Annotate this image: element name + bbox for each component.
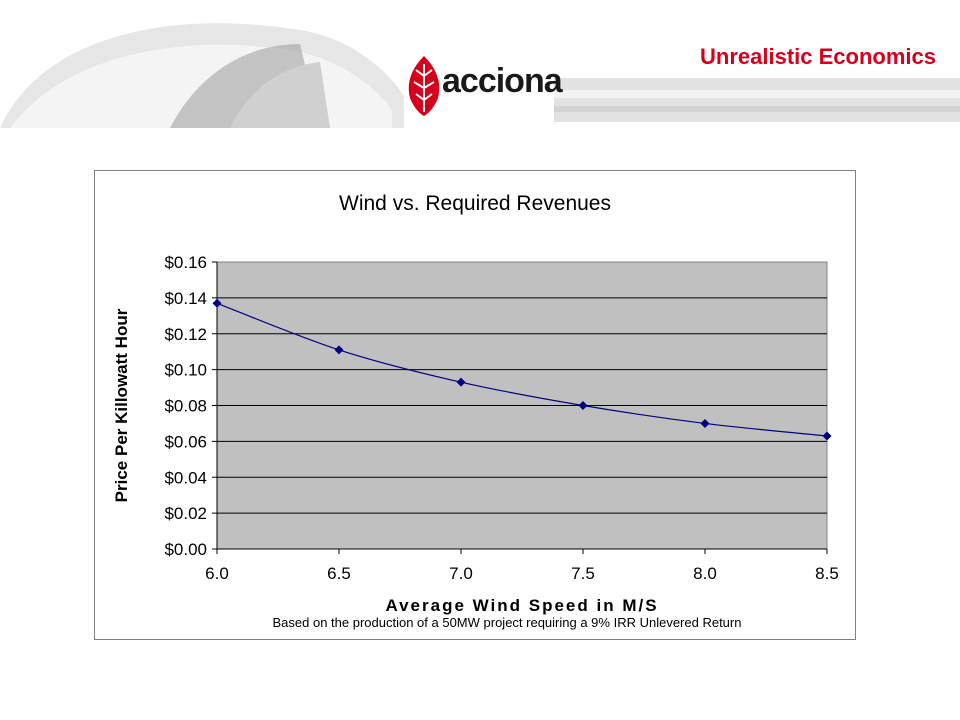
y-tick-label: $0.08 xyxy=(164,397,207,416)
y-tick-label: $0.06 xyxy=(164,432,207,451)
x-tick-label: 6.0 xyxy=(205,564,229,583)
x-axis-label: Average Wind Speed in M/S xyxy=(385,596,658,615)
header-band-stripe xyxy=(554,90,960,98)
company-logo: acciona xyxy=(404,48,563,120)
header-band-stripe-2 xyxy=(554,106,960,112)
header-decoration xyxy=(0,23,960,128)
x-tick-label: 7.5 xyxy=(571,564,595,583)
data-point xyxy=(334,345,344,355)
logo-text: acciona xyxy=(442,62,563,100)
chart: Wind vs. Required Revenues $0.00 $0.02 $0.0… xyxy=(112,192,839,630)
header-arc-light xyxy=(230,62,330,128)
leaf-icon xyxy=(408,56,440,116)
data-point xyxy=(822,431,832,441)
y-tick-label: $0.12 xyxy=(164,325,207,344)
header-band-right xyxy=(554,78,960,122)
data-point xyxy=(700,418,710,428)
chart-title: Wind vs. Required Revenues xyxy=(339,192,611,215)
chart-note: Based on the production of a 50MW projec… xyxy=(273,615,742,630)
x-tick-label: 7.0 xyxy=(449,564,473,583)
y-tick-label: $0.10 xyxy=(164,361,207,380)
y-tick-label: $0.14 xyxy=(164,289,207,308)
y-tick-label: $0.00 xyxy=(164,540,207,559)
chart-frame: Wind vs. Required Revenues $0.00 $0.02 $0.0… xyxy=(94,170,856,640)
slide-title: Unrealistic Economics xyxy=(700,44,936,69)
y-tick-label: $0.16 xyxy=(164,253,207,272)
y-tick-label: $0.04 xyxy=(164,468,207,487)
data-point xyxy=(456,377,466,387)
x-tick-label: 6.5 xyxy=(327,564,351,583)
x-tick-label: 8.0 xyxy=(693,564,717,583)
y-axis-label: Price Per Killowatt Hour xyxy=(112,308,131,502)
data-point xyxy=(578,401,588,410)
y-tick-label: $0.02 xyxy=(164,504,207,523)
data-point xyxy=(212,298,222,308)
x-tick-label: 8.5 xyxy=(815,564,839,583)
series-line xyxy=(216,302,828,437)
